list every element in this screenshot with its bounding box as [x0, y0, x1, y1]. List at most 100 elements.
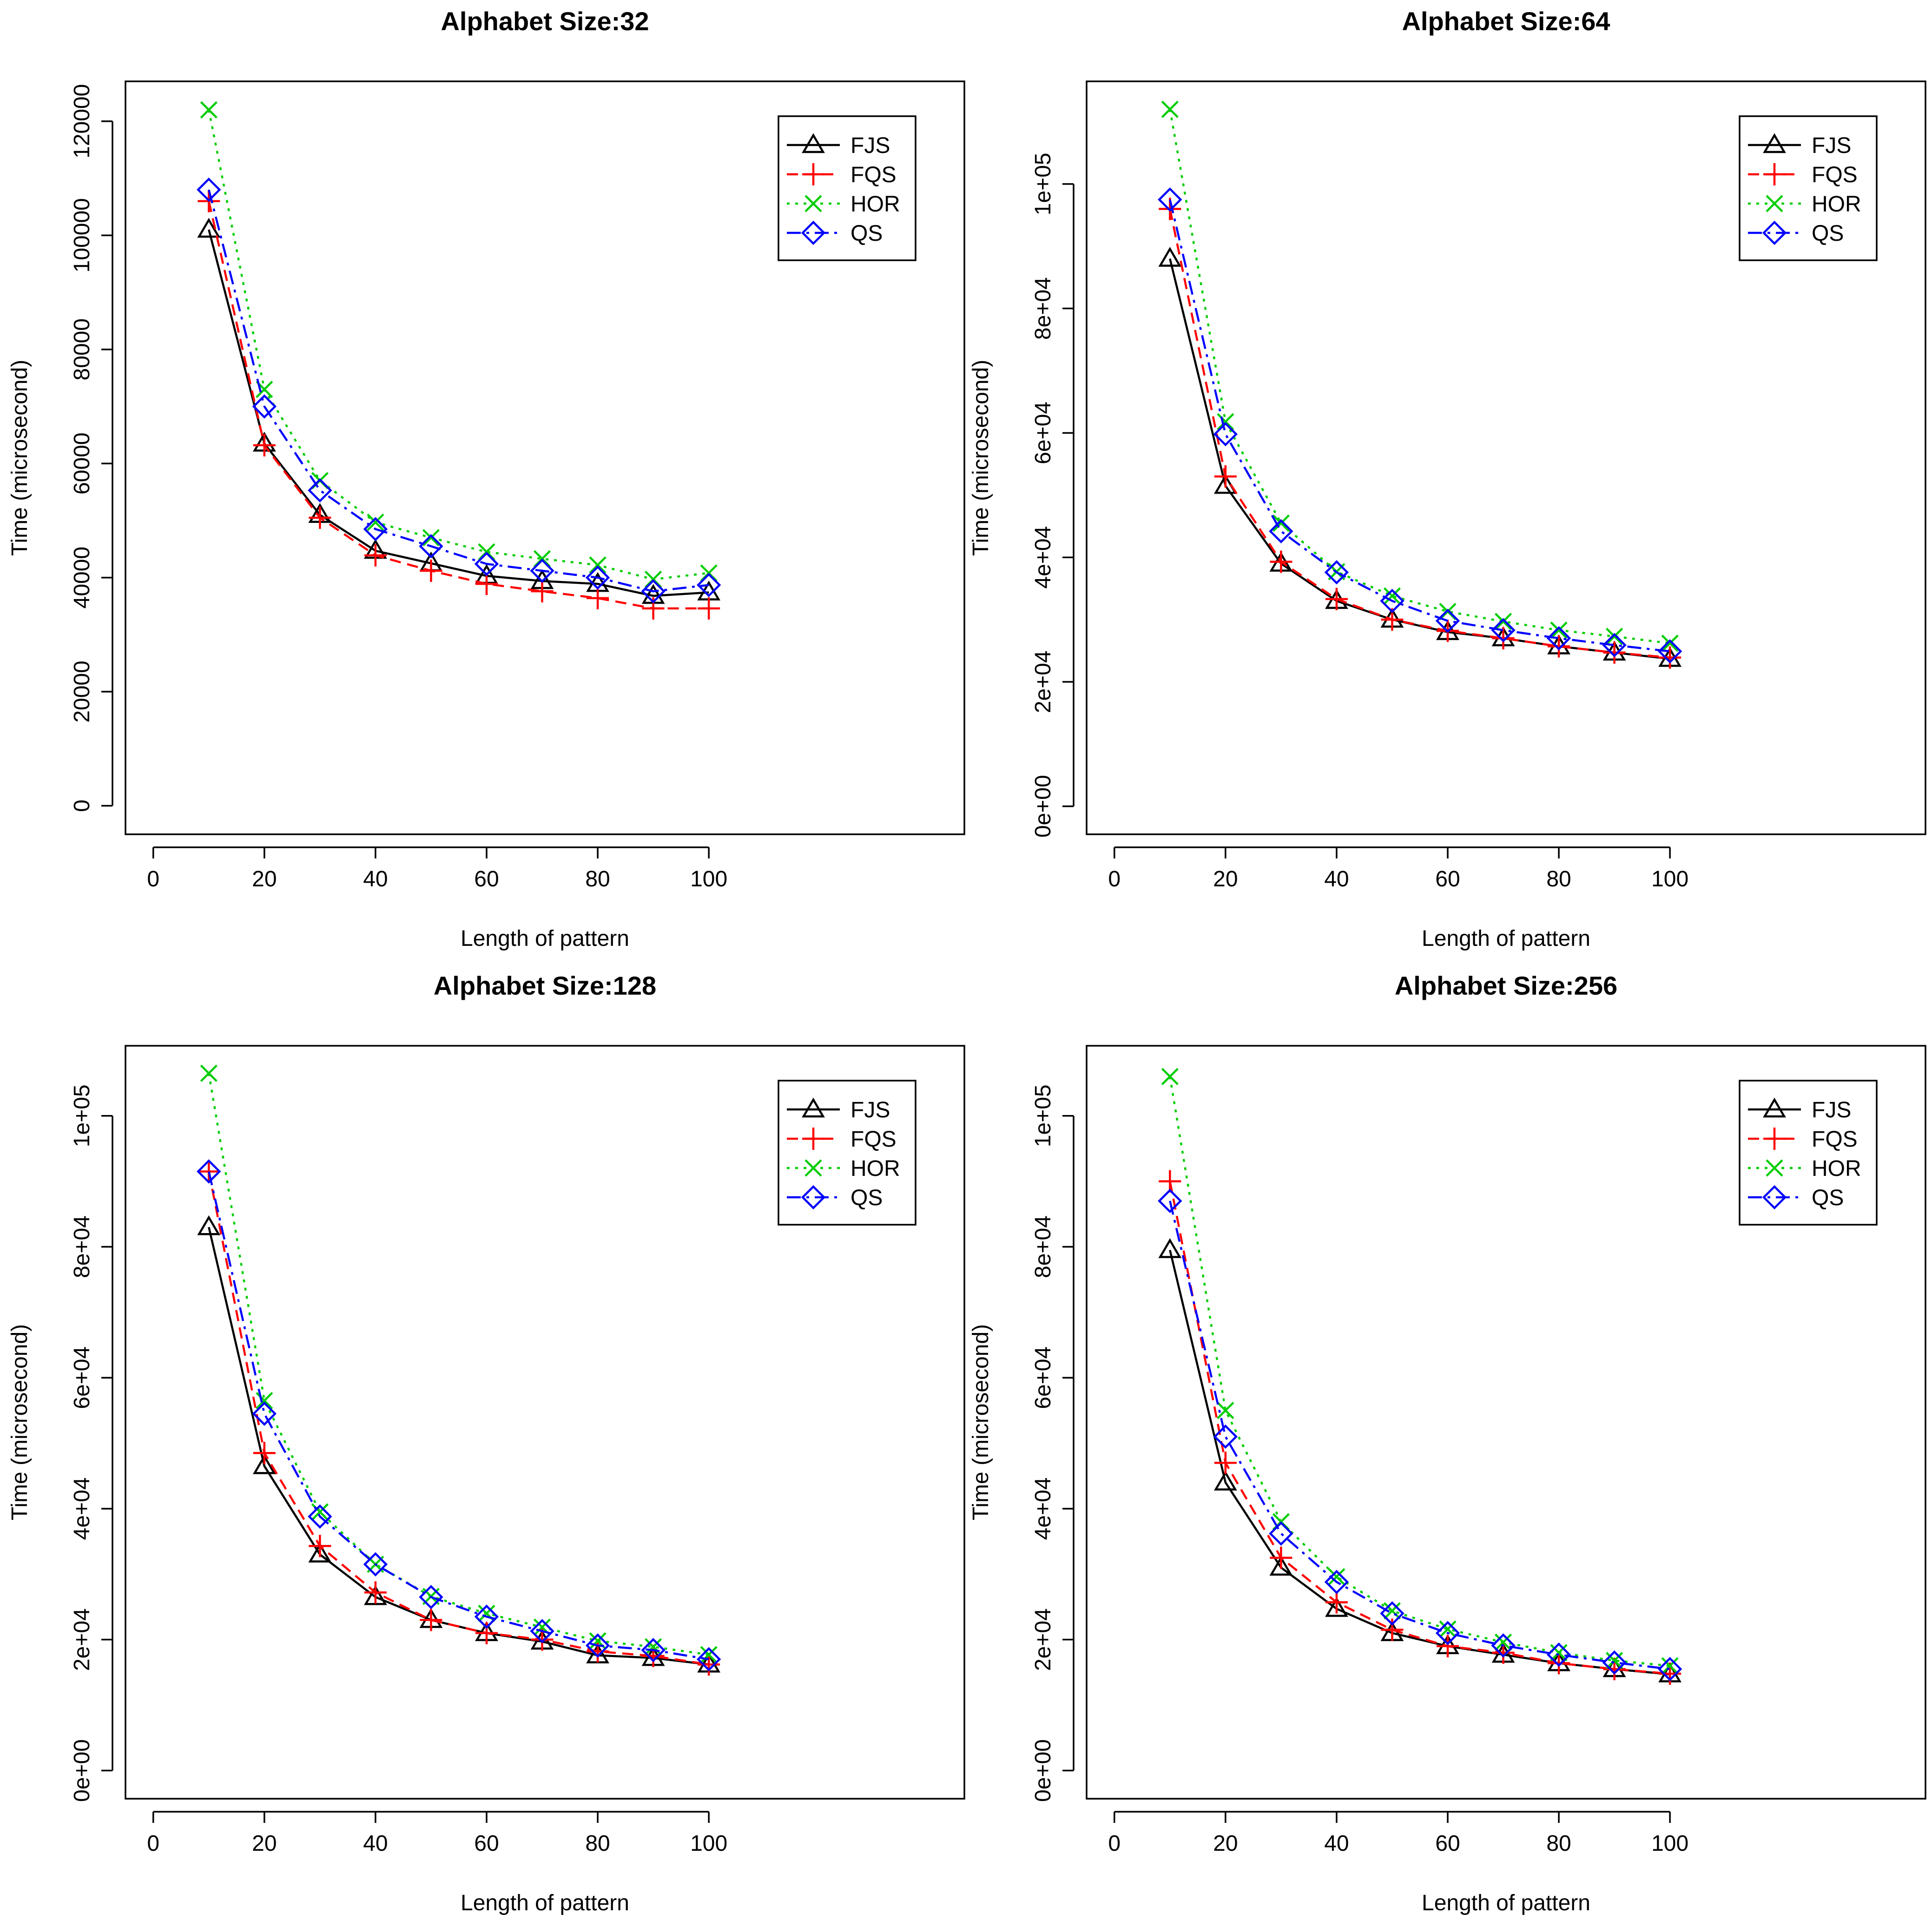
legend: FJS FQS HOR QS: [778, 115, 917, 261]
x-axis-label: Length of pattern: [1422, 926, 1590, 951]
data-point-hor-b: [1550, 621, 1568, 639]
y-tick-label: 80000: [70, 318, 94, 380]
legend-marker-fqs: [802, 163, 824, 185]
y-tick-label: 8e+04: [1031, 277, 1055, 340]
data-point-fqs: [1659, 646, 1681, 669]
legend-marker-fjs: [1763, 1097, 1786, 1118]
x-tick-label: 20: [252, 867, 277, 891]
y-axis: 0 20000 40000 60000 80000 100000 120000: [70, 84, 113, 812]
legend-label-fqs: FQS: [1812, 163, 1858, 187]
data-point-hor: [1606, 1652, 1623, 1670]
legend-box: [778, 115, 917, 261]
data-point-hor-b: [1550, 1644, 1568, 1662]
series-line-qs: [1169, 199, 1670, 653]
legend-marker-qs: [801, 1185, 826, 1210]
data-point-qs: [252, 394, 277, 419]
y-tick-label: 6e+04: [70, 1346, 94, 1409]
data-point-fjs: [1213, 1471, 1237, 1491]
x-tick-label: 80: [1546, 1831, 1571, 1856]
x-tick-label: 60: [474, 1831, 499, 1856]
data-point-fqs: [253, 1442, 276, 1465]
data-point-fjs: [197, 1215, 221, 1235]
y-axis: 0e+00 2e+04 4e+04 6e+04 8e+04 1e+05: [70, 1084, 113, 1802]
y-tick-label: 0e+00: [1031, 775, 1055, 838]
legend-marker-fqs: [1763, 163, 1786, 185]
x-tick-label: 40: [1324, 867, 1349, 891]
data-point-hor-b: [589, 556, 607, 574]
data-point-qs: [197, 177, 221, 202]
x-tick-label: 0: [147, 867, 159, 891]
series-line-hor: [1169, 1076, 1670, 1667]
data-point-hor-b: [256, 381, 273, 398]
legend-marker-hor: [804, 1159, 822, 1177]
series-line-fqs: [1169, 1181, 1670, 1675]
data-point-qs: [1657, 1656, 1682, 1682]
data-point-fjs: [1158, 247, 1182, 267]
x-axis: 0 20 40 60 80 100: [147, 846, 727, 891]
data-point-hor-b: [1272, 514, 1290, 532]
data-point-qs: [1435, 608, 1460, 633]
data-point-fqs: [420, 1609, 442, 1631]
y-tick-label: 0e+00: [70, 1739, 94, 1802]
legend-marker-qs: [801, 220, 826, 245]
x-tick-label: 20: [252, 1831, 277, 1856]
data-point-qs: [1491, 618, 1516, 643]
data-point-hor: [1383, 587, 1401, 605]
y-tick-label: 6e+04: [1031, 1346, 1055, 1409]
y-tick-label: 60000: [70, 433, 94, 495]
x-tick-label: 20: [1213, 1831, 1238, 1856]
y-tick-label: 1e+05: [1031, 1084, 1055, 1147]
legend-label-fjs: FJS: [851, 1098, 890, 1122]
series-line-qs: [1169, 1201, 1670, 1670]
data-point-fqs: [1159, 1170, 1181, 1193]
data-point-hor: [589, 556, 607, 574]
data-point-fqs: [1436, 1635, 1459, 1657]
legend-box: [1739, 115, 1878, 261]
plot-frame: [125, 1045, 965, 1800]
y-axis-label: Time (microsecond): [7, 1324, 32, 1520]
legend-label-hor: HOR: [851, 1156, 900, 1181]
data-point-fqs: [364, 1581, 387, 1604]
x-tick-label: 100: [1651, 1831, 1688, 1856]
y-axis: 0e+00 2e+04 4e+04 6e+04 8e+04 1e+05: [1031, 1084, 1075, 1802]
series-line-fjs: [208, 1227, 709, 1666]
data-point-qs: [1435, 1621, 1460, 1645]
series-hor: [1161, 1068, 1679, 1675]
plot-frame: [125, 80, 965, 835]
data-point-qs: [252, 1401, 277, 1426]
series-line-fqs: [208, 201, 709, 610]
data-point-hor-b: [1494, 613, 1512, 630]
chart-panel-1: Alphabet Size:32 0 20 40 60 80 100 Length of pa…: [7, 7, 965, 951]
series-line-hor: [208, 1073, 709, 1656]
data-point-hor: [1217, 1402, 1234, 1419]
data-point-qs: [1213, 422, 1238, 447]
data-point-fjs: [363, 1585, 387, 1605]
data-point-qs: [696, 573, 721, 597]
data-point-qs: [1269, 1521, 1293, 1546]
data-point-fqs: [1492, 627, 1515, 650]
data-point-hor-b: [1606, 627, 1623, 645]
legend-marker-hor: [804, 195, 822, 212]
legend-label-hor: HOR: [1812, 1156, 1861, 1181]
data-point-hor: [367, 514, 384, 531]
series-line-fjs: [208, 229, 709, 597]
legend-marker-qs: [1762, 1185, 1787, 1210]
data-point-fqs: [1548, 635, 1570, 658]
data-point-hor: [1383, 1602, 1401, 1620]
data-point-fqs: [587, 587, 609, 609]
data-point-hor: [200, 101, 218, 119]
data-point-qs: [1546, 1642, 1571, 1667]
data-point-fjs: [308, 1543, 332, 1563]
data-point-hor-b: [1439, 1620, 1457, 1638]
data-point-hor-b: [533, 1618, 551, 1636]
legend-marker-fjs: [802, 133, 825, 153]
data-point-qs: [474, 1604, 499, 1629]
legend-label-qs: QS: [1812, 221, 1844, 246]
data-point-qs: [641, 1638, 666, 1663]
y-tick-label: 40000: [70, 547, 94, 608]
data-point-hor: [200, 1064, 218, 1082]
data-point-fqs: [309, 1535, 331, 1557]
data-point-qs: [1158, 187, 1182, 212]
legend-label-fqs: FQS: [1812, 1127, 1858, 1152]
